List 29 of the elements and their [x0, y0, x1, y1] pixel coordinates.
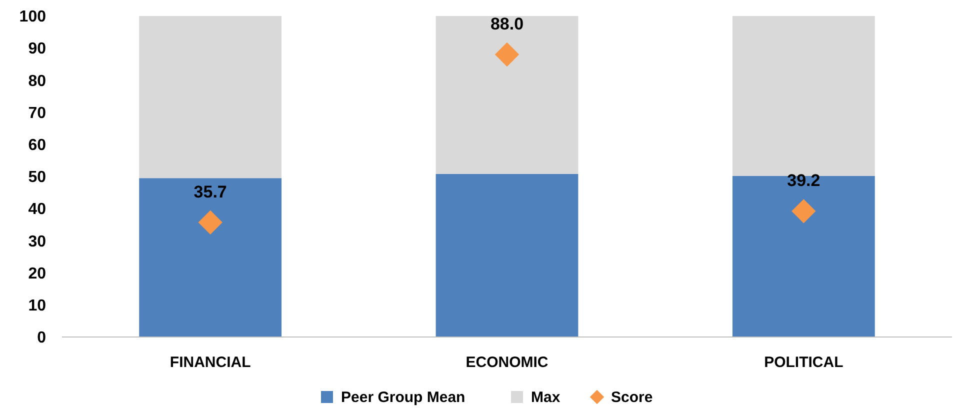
legend-label: Score [611, 389, 653, 406]
bar [139, 178, 282, 337]
legend-label: Max [531, 389, 561, 406]
legend-label: Peer Group Mean [341, 389, 466, 406]
y-tick-label: 40 [28, 201, 46, 218]
y-tick-label: 10 [28, 298, 46, 314]
point [792, 199, 816, 224]
y-tick-label: 30 [28, 233, 46, 250]
y-tick-label: 100 [19, 8, 46, 26]
bar [732, 16, 875, 176]
x-tick-label: ECONOMIC [466, 354, 548, 371]
y-tick-label: 20 [28, 265, 46, 282]
bar [436, 16, 578, 174]
y-tick-label: 90 [28, 40, 46, 58]
y-tick-label: 0 [37, 330, 46, 347]
bar [139, 16, 282, 178]
point [494, 42, 520, 67]
x-tick-label: FINANCIAL [170, 354, 251, 371]
data-label: 35.7 [194, 182, 227, 202]
y-tick-label: 60 [28, 137, 46, 154]
y-tick-label: 80 [28, 72, 46, 90]
bar [436, 174, 578, 337]
bar [732, 176, 875, 337]
data-label: 88.0 [490, 14, 524, 34]
y-tick-label: 50 [28, 169, 46, 186]
x-tick-label: POLITICAL [764, 354, 844, 371]
point [198, 210, 222, 234]
y-tick-label: 70 [28, 104, 46, 122]
data-label: 39.2 [787, 171, 820, 190]
